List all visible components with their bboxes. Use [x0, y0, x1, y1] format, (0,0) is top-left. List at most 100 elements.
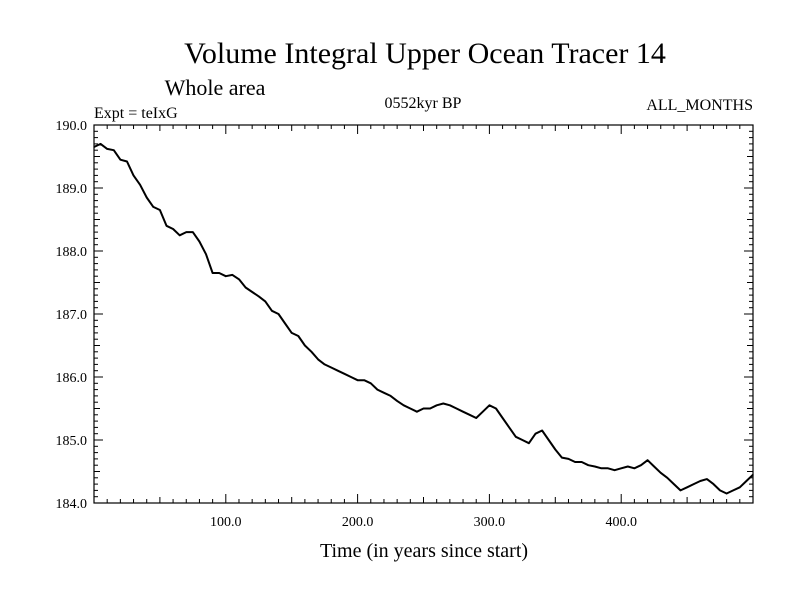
data-point	[528, 442, 530, 444]
y-tick-label: 186.0	[56, 371, 88, 386]
data-point	[291, 332, 293, 334]
data-point	[126, 160, 128, 163]
data-point	[495, 407, 497, 410]
data-point	[383, 392, 385, 394]
data-point	[600, 467, 603, 469]
y-tick-label: 190.0	[56, 119, 88, 134]
x-axis-ticks	[106, 125, 741, 503]
data-point	[666, 477, 668, 479]
x-axis-tick-labels: 100.0 200.0 300.0 400.0	[210, 515, 637, 530]
data-point	[146, 196, 148, 199]
data-point	[106, 148, 108, 150]
data-point	[436, 404, 438, 406]
data-point	[152, 206, 154, 208]
data-point	[620, 467, 622, 469]
data-point	[653, 465, 655, 468]
data-point	[548, 439, 550, 441]
x-tick-label: 300.0	[474, 515, 506, 530]
data-point	[732, 489, 734, 491]
data-point	[172, 228, 174, 230]
chart-subtitle: Whole area	[165, 75, 266, 100]
data-point	[93, 146, 95, 148]
data-point	[594, 465, 596, 468]
data-point	[159, 209, 161, 211]
y-tick-label: 188.0	[56, 245, 88, 260]
data-point	[739, 486, 741, 488]
y-axis-ticks	[94, 124, 753, 504]
data-point	[370, 382, 372, 384]
data-point	[284, 322, 286, 325]
data-point	[521, 439, 524, 441]
data-point	[752, 474, 754, 476]
data-point	[363, 379, 365, 381]
data-point	[706, 478, 708, 480]
data-point	[376, 389, 378, 391]
data-point	[462, 411, 464, 413]
data-point	[139, 184, 141, 186]
data-point	[192, 231, 194, 233]
data-point	[534, 433, 537, 435]
data-point	[350, 376, 352, 378]
data-point	[324, 363, 326, 365]
data-point	[218, 272, 220, 274]
data-point	[745, 480, 748, 482]
data-point	[258, 295, 260, 297]
data-point	[271, 310, 273, 312]
data-point	[587, 464, 589, 466]
data-point	[719, 489, 721, 491]
data-point	[304, 344, 306, 347]
data-point	[390, 395, 392, 397]
data-point	[455, 407, 458, 410]
data-point	[429, 407, 431, 410]
data-point	[449, 404, 451, 406]
data-point	[686, 486, 688, 488]
series-line	[93, 142, 754, 495]
data-point	[442, 402, 444, 405]
data-point	[422, 407, 425, 410]
data-point	[310, 351, 313, 353]
data-point	[614, 469, 616, 471]
data-point	[212, 272, 214, 274]
data-point	[482, 411, 484, 413]
data-point	[633, 467, 636, 469]
y-tick-label: 187.0	[56, 308, 88, 323]
data-point	[699, 480, 701, 482]
data-point	[277, 313, 280, 315]
data-point	[581, 461, 583, 463]
data-point	[475, 417, 477, 419]
x-tick-label: 100.0	[210, 515, 242, 530]
chart-title: Volume Integral Upper Ocean Tracer 14	[184, 37, 666, 70]
data-point	[679, 489, 682, 491]
data-point	[297, 335, 299, 337]
x-tick-label: 200.0	[342, 515, 374, 530]
data-point	[541, 429, 543, 432]
data-point	[251, 291, 253, 293]
data-point	[179, 234, 181, 236]
data-point	[574, 461, 576, 463]
data-point	[673, 483, 675, 485]
data-point	[396, 400, 398, 402]
months-label: ALL_MONTHS	[646, 97, 753, 114]
data-point	[264, 300, 266, 302]
data-point	[238, 278, 240, 280]
data-point	[132, 174, 135, 176]
data-point	[416, 411, 418, 413]
x-axis-label: Time (in years since start)	[320, 540, 528, 562]
data-point	[100, 143, 102, 145]
data-point	[205, 253, 207, 255]
data-point	[330, 366, 332, 369]
data-point	[317, 358, 319, 360]
data-point	[502, 417, 504, 419]
data-point	[198, 240, 200, 243]
data-point	[403, 404, 405, 406]
period-label: 0552kyr BP	[385, 95, 462, 112]
x-tick-label: 400.0	[605, 515, 637, 530]
y-axis-tick-labels: 184.0 185.0 186.0 187.0 188.0 189.0 190.0	[56, 119, 88, 512]
data-point	[647, 459, 649, 461]
data-point	[113, 149, 115, 151]
y-tick-label: 185.0	[56, 434, 88, 449]
data-point	[488, 404, 490, 406]
data-point	[245, 286, 247, 289]
y-tick-label: 189.0	[56, 182, 88, 197]
data-point	[640, 464, 642, 466]
